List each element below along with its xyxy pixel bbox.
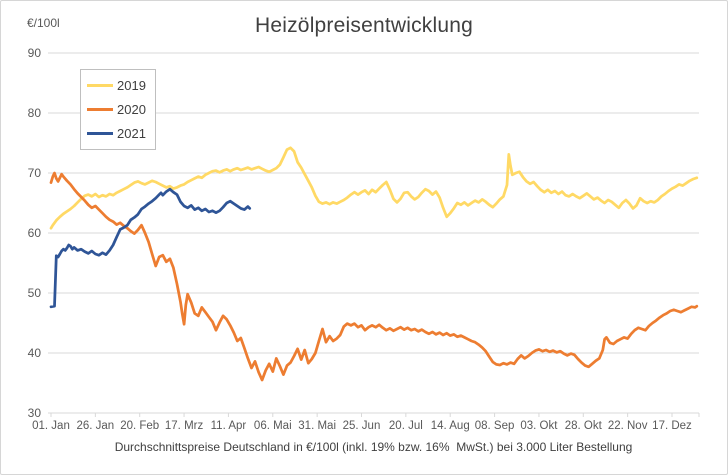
series-line-2020 (49, 171, 699, 382)
x-tick-label: 17. Mrz (165, 420, 204, 432)
x-tick-label: 20. Feb (120, 420, 159, 432)
legend-label: 2021 (117, 126, 146, 142)
series-line-2021 (49, 187, 252, 309)
chart-caption: Durchschnittspreise Deutschland in €/100… (114, 440, 633, 454)
y-axis-unit-label: €/100l (27, 16, 60, 30)
legend-item-2020: 2020 (87, 103, 155, 116)
x-tick-label: 08. Sep (475, 420, 515, 432)
x-tick-label: 14. Aug (431, 420, 470, 432)
chart-title: Heizölpreisentwicklung (255, 14, 473, 37)
legend: 2019 2020 2021 (80, 69, 156, 150)
x-tick-label: 20. Jul (389, 420, 423, 432)
x-tick-label: 31. Mai (298, 420, 336, 432)
x-tick-label: 01. Jan (32, 420, 70, 432)
legend-swatch-icon (87, 83, 113, 87)
x-tick-label: 03. Okt (520, 420, 558, 432)
y-tick-label: 30 (28, 406, 42, 420)
y-tick-label: 90 (28, 46, 42, 60)
y-tick-label: 80 (28, 106, 42, 120)
x-tick-label: 11. Apr (211, 420, 247, 432)
y-tick-label: 60 (28, 226, 42, 240)
legend-item-2021: 2021 (87, 127, 155, 140)
y-tick-label: 40 (28, 346, 42, 360)
legend-swatch-icon (87, 132, 113, 136)
legend-label: 2019 (117, 77, 146, 93)
x-tick-label: 25. Jun (343, 420, 381, 432)
y-tick-label: 50 (28, 286, 42, 300)
x-tick-label: 26. Jan (76, 420, 114, 432)
x-tick-label: 06. Mai (254, 420, 292, 432)
legend-item-2019: 2019 (87, 79, 155, 92)
y-tick-label: 70 (28, 166, 42, 180)
legend-label: 2020 (117, 101, 146, 117)
x-tick-label: 28. Okt (565, 420, 603, 432)
x-tick-label: 22. Nov (608, 420, 648, 432)
x-tick-label: 17. Dez (652, 420, 692, 432)
legend-swatch-icon (87, 107, 113, 111)
series-line-2019 (49, 146, 699, 230)
